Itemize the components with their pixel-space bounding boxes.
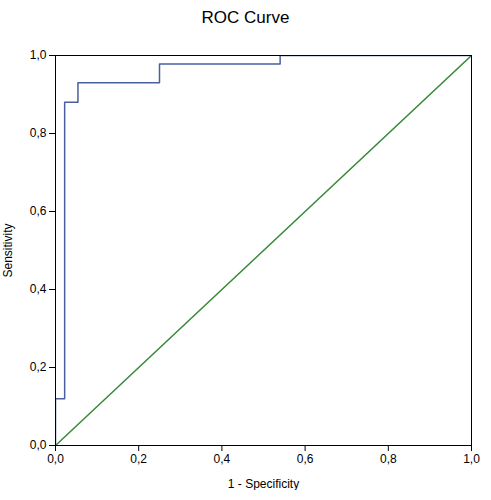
svg-text:1 - Specificity: 1 - Specificity: [228, 477, 299, 491]
svg-text:0,2: 0,2: [30, 360, 47, 374]
svg-text:0,6: 0,6: [297, 452, 314, 466]
html-text:ROC Curve: ROC Curve: [201, 8, 290, 27]
svg-text:1,0: 1,0: [30, 48, 47, 62]
svg-text:0,6: 0,6: [30, 204, 47, 218]
svg-text:0,8: 0,8: [380, 452, 397, 466]
svg-text:0,4: 0,4: [214, 452, 231, 466]
svg-text:Sensitivity: Sensitivity: [1, 223, 15, 277]
svg-text:0,2: 0,2: [130, 452, 147, 466]
svg-text:0,0: 0,0: [47, 452, 64, 466]
svg-text:0,8: 0,8: [30, 126, 47, 140]
svg-text:0,4: 0,4: [30, 282, 47, 296]
svg-text:1,0: 1,0: [463, 452, 480, 466]
svg-text:0,0: 0,0: [30, 438, 47, 452]
